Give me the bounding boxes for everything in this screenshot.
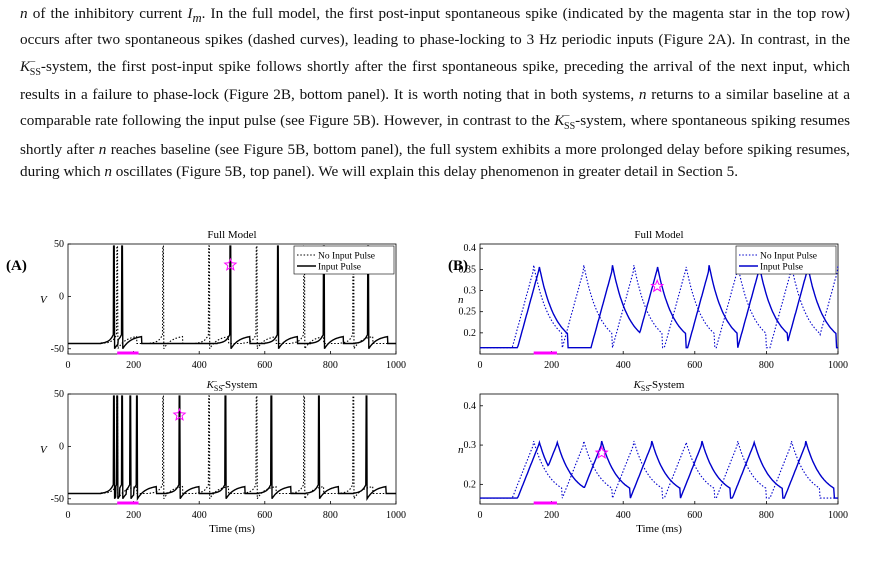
- y-tick-label: 0.4: [464, 243, 477, 254]
- y-tick-label: 0.2: [464, 328, 477, 339]
- y-tick-label: -50: [51, 494, 64, 505]
- y-tick-label: 0.3: [464, 440, 477, 451]
- y-tick-label: 0.3: [464, 286, 477, 297]
- var-n: n: [20, 5, 28, 22]
- panel-a-label: (A): [6, 258, 27, 274]
- series-line-dotted: [480, 265, 839, 349]
- x-tick-label: 600: [257, 360, 272, 371]
- legend-box: [735, 245, 837, 275]
- x-axis-label: Time (ms): [209, 523, 255, 535]
- magenta-star-marker: [594, 445, 609, 459]
- x-tick-label: 400: [192, 360, 207, 371]
- series-line-solid: [68, 395, 396, 502]
- x-tick-label: 200: [544, 510, 559, 521]
- magenta-star-marker: [650, 278, 665, 293]
- series-line-solid: [480, 265, 838, 349]
- x-tick-label: 800: [759, 510, 774, 521]
- chart-panel-1: Full Model n 0 200 400 600 800 1000 0.2 0.25 0.3 0.…: [458, 229, 848, 371]
- panel-title: KSS− -System: [206, 377, 258, 393]
- legend-box: [293, 245, 395, 275]
- panel-title: Full Model: [207, 229, 256, 241]
- x-tick-label: 0: [66, 360, 71, 371]
- x-tick-label: 1000: [828, 360, 848, 371]
- plot-frame: [479, 393, 839, 505]
- x-tick-label: 0: [66, 510, 71, 521]
- y-tick-label: -50: [51, 344, 64, 355]
- x-tick-label: 800: [759, 360, 774, 371]
- x-tick-label: 600: [687, 510, 702, 521]
- y-axis-label: n: [458, 444, 464, 456]
- legend-entry: No Input Pulse: [318, 252, 375, 262]
- y-tick-label: 0.35: [459, 264, 477, 275]
- x-tick-label: 600: [257, 510, 272, 521]
- panel-b-label: (B): [448, 258, 468, 274]
- series-line-dotted: [480, 440, 838, 499]
- x-tick-label: 0: [478, 360, 483, 371]
- x-tick-label: 400: [192, 510, 207, 521]
- y-tick-label: 0.2: [464, 479, 477, 490]
- x-tick-label: 1000: [386, 510, 406, 521]
- series-line-solid: [480, 439, 838, 499]
- panel-title: Full Model: [634, 229, 683, 241]
- legend-entry: Input Pulse: [760, 263, 803, 273]
- x-tick-label: 400: [616, 510, 631, 521]
- x-tick-label: 200: [544, 360, 559, 371]
- y-tick-label: 0.25: [459, 307, 477, 318]
- x-tick-label: 800: [323, 510, 338, 521]
- panel-title: KSS− -System: [633, 377, 685, 393]
- x-axis-label: Time (ms): [636, 523, 682, 535]
- chart-panel-3: KSS− -System n 0 200 400 600 800 1000 0.2 0.3 0.4 Ti…: [458, 377, 848, 535]
- y-axis-label: V: [40, 294, 48, 306]
- y-tick-label: 0: [59, 291, 64, 302]
- x-tick-label: 200: [126, 510, 141, 521]
- y-tick-label: 0.4: [464, 401, 477, 412]
- plot-frame: [479, 243, 839, 355]
- y-axis-label: V: [40, 444, 48, 456]
- x-tick-label: 1000: [386, 360, 406, 371]
- y-axis-label: n: [458, 294, 464, 306]
- y-tick-label: 50: [54, 389, 64, 400]
- x-tick-label: 800: [323, 360, 338, 371]
- x-tick-label: 0: [478, 510, 483, 521]
- x-tick-label: 200: [126, 360, 141, 371]
- legend-entry: No Input Pulse: [760, 252, 817, 262]
- y-tick-label: 0: [59, 441, 64, 452]
- y-tick-label: 50: [54, 239, 64, 250]
- magenta-star-marker: [223, 257, 238, 271]
- x-tick-label: 400: [616, 360, 631, 371]
- plot-frame: [67, 393, 397, 505]
- body-paragraph: n of the inhibitory current Im. In the f…: [20, 5, 850, 180]
- plot-frame: [67, 243, 397, 355]
- x-tick-label: 1000: [828, 510, 848, 521]
- x-tick-label: 600: [687, 360, 702, 371]
- series-line-solid: [68, 245, 396, 350]
- magenta-star-marker: [172, 407, 187, 421]
- legend-entry: Input Pulse: [318, 263, 361, 273]
